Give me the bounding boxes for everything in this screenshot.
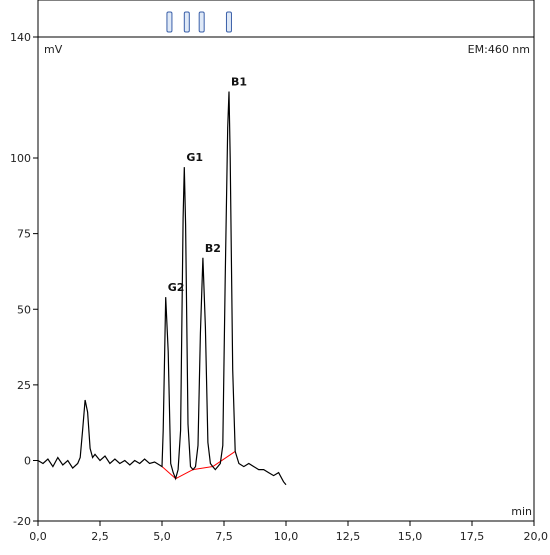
x-axis-ticks: 0,0 2,5 5,0 7,5 10,0 12,5 15,0 17,5 20,0 [29,521,548,543]
event-marker [166,11,173,33]
x-axis-unit-label: min [511,505,532,518]
peak-label-g1: G1 [186,151,203,164]
signal-trace [37,91,287,486]
baseline-segment [192,466,213,471]
y-tick-label: -20 [13,515,31,528]
event-marker [183,11,190,33]
detector-label: EM:460 nm [468,43,530,56]
peak-labels: G2 G1 B2 B1 [168,75,247,294]
y-tick-label: 140 [10,31,31,44]
x-tick-label: 10,0 [274,530,299,543]
event-markers [166,11,232,33]
y-tick-label: 0 [24,455,31,468]
y-axis-ticks: -20 0 25 50 75 100 140 [10,31,38,528]
y-tick-label: 100 [10,152,31,165]
baseline-segment [175,469,194,480]
x-tick-label: 15,0 [398,530,423,543]
y-tick-label: 25 [17,379,31,392]
y-tick-label: 50 [17,303,31,316]
y-tick-label: 75 [17,228,31,241]
y-axis-unit-label: mV [44,43,63,56]
peak-label-g2: G2 [168,281,185,294]
peak-label-b1: B1 [231,75,247,88]
baseline-segment [161,466,176,480]
event-strip-frame [37,0,535,38]
x-tick-label: 7,5 [215,530,233,543]
x-tick-label: 17,5 [460,530,485,543]
event-marker [225,11,232,33]
event-marker [198,11,205,33]
plot-frame [37,36,535,522]
x-tick-label: 12,5 [336,530,361,543]
integration-baseline [161,451,236,480]
x-tick-label: 0,0 [29,530,47,543]
x-tick-label: 20,0 [524,530,549,543]
x-tick-label: 5,0 [153,530,171,543]
x-tick-label: 2,5 [91,530,109,543]
baseline-segment [212,451,236,467]
peak-label-b2: B2 [205,242,221,255]
